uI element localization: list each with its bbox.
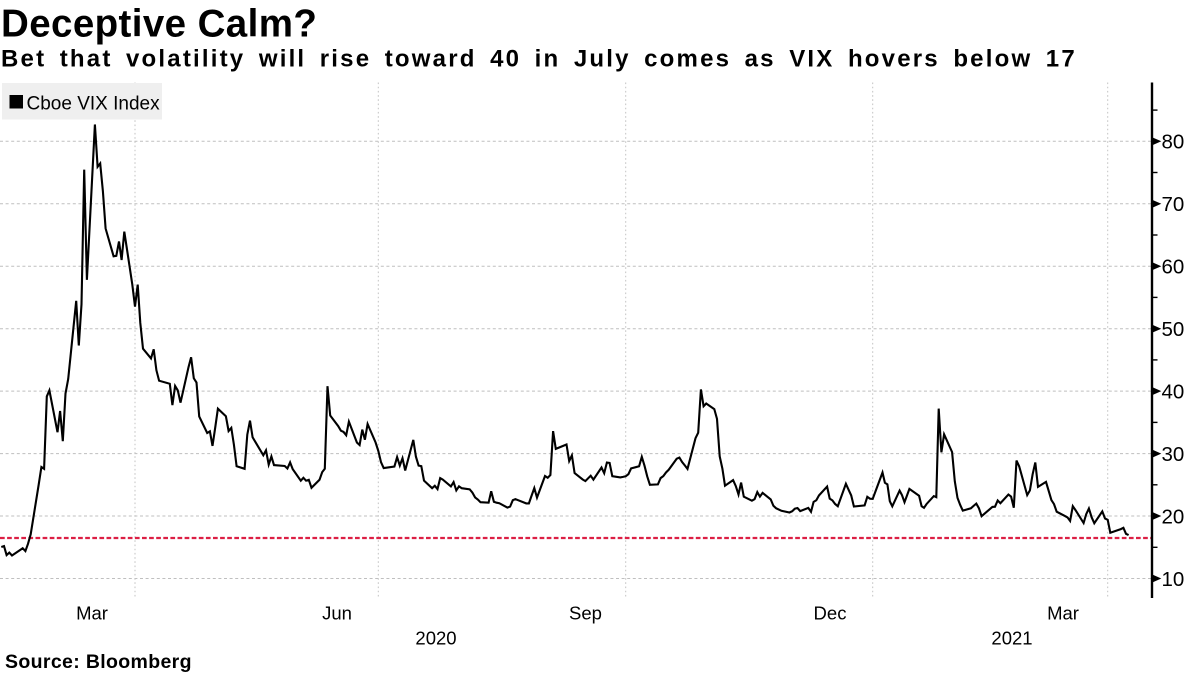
svg-text:Mar: Mar (76, 603, 108, 624)
svg-text:50: 50 (1162, 318, 1185, 341)
svg-text:20: 20 (1162, 505, 1185, 528)
svg-text:30: 30 (1162, 443, 1185, 466)
svg-text:Jun: Jun (322, 603, 352, 624)
svg-text:2020: 2020 (415, 628, 456, 649)
svg-text:Cboe VIX Index: Cboe VIX Index (27, 94, 161, 115)
svg-text:70: 70 (1162, 193, 1185, 216)
svg-text:10: 10 (1162, 568, 1185, 591)
svg-text:60: 60 (1162, 256, 1185, 279)
svg-text:Source: Bloomberg: Source: Bloomberg (5, 651, 192, 673)
svg-text:40: 40 (1162, 380, 1185, 403)
svg-text:Mar: Mar (1047, 603, 1079, 624)
svg-text:80: 80 (1162, 131, 1185, 154)
svg-text:Sep: Sep (569, 603, 602, 624)
svg-text:Bet that volatility will rise: Bet that volatility will rise toward 40 … (1, 46, 1077, 73)
svg-text:Deceptive Calm?: Deceptive Calm? (1, 3, 317, 46)
svg-text:2021: 2021 (991, 628, 1032, 649)
svg-text:Dec: Dec (814, 603, 847, 624)
